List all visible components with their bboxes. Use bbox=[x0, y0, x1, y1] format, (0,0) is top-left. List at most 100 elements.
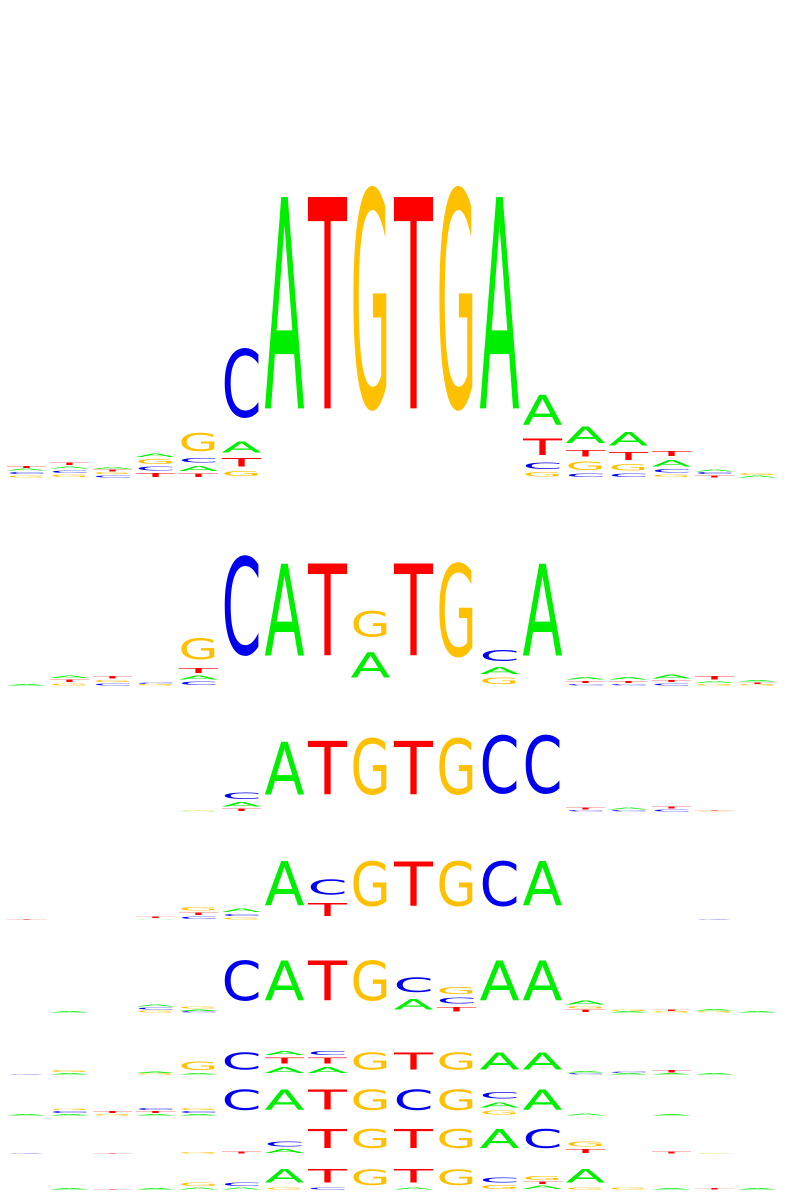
letter-g: G bbox=[351, 850, 391, 920]
letter-a: A bbox=[50, 466, 90, 469]
letter-g: G bbox=[351, 132, 391, 478]
letter-a: A bbox=[265, 1166, 305, 1188]
letter-t: T bbox=[651, 806, 692, 809]
letter-t: T bbox=[92, 675, 133, 679]
letter-a: A bbox=[265, 727, 305, 812]
letter-c: C bbox=[179, 681, 219, 686]
letter-a: A bbox=[738, 1012, 778, 1013]
letter-a: A bbox=[609, 1073, 649, 1075]
letter-c: C bbox=[695, 472, 735, 475]
letter-g: G bbox=[523, 1175, 563, 1181]
letter-g: G bbox=[351, 725, 391, 813]
letter-t: T bbox=[651, 1010, 692, 1012]
letter-c: C bbox=[480, 647, 520, 665]
letter-a: A bbox=[652, 1073, 692, 1075]
letter-t: T bbox=[393, 849, 434, 921]
letter-g: G bbox=[437, 850, 477, 920]
letter-c: C bbox=[566, 684, 606, 686]
letter-a: A bbox=[7, 1114, 47, 1116]
letter-a: A bbox=[308, 1065, 349, 1075]
letter-t: T bbox=[6, 919, 47, 920]
letter-g: G bbox=[609, 1010, 649, 1012]
letter-t: T bbox=[694, 1188, 735, 1190]
letter-a: A bbox=[265, 951, 305, 1014]
letter-g: G bbox=[179, 1006, 219, 1009]
letter-c: C bbox=[652, 809, 692, 812]
letter-t: T bbox=[49, 679, 90, 683]
letter-g: G bbox=[136, 684, 176, 686]
letter-c: C bbox=[566, 810, 606, 812]
letter-g: G bbox=[222, 917, 262, 920]
letter-g: G bbox=[437, 132, 477, 478]
letter-a: A bbox=[566, 423, 606, 449]
letter-g: G bbox=[437, 985, 477, 996]
letter-t: T bbox=[608, 450, 648, 462]
letter-a: A bbox=[652, 674, 693, 680]
letter-t: T bbox=[651, 679, 692, 682]
letter-g: G bbox=[437, 1084, 477, 1116]
letter-g: G bbox=[179, 1059, 219, 1072]
letter-a: A bbox=[523, 387, 564, 435]
letter-t: T bbox=[178, 473, 219, 478]
letter-g: G bbox=[566, 1187, 606, 1190]
letter-a: A bbox=[566, 1166, 606, 1188]
letter-c: C bbox=[609, 1071, 649, 1073]
letter-t: T bbox=[221, 808, 262, 812]
letter-a: A bbox=[265, 850, 305, 920]
letter-t: T bbox=[307, 900, 348, 920]
letter-g: G bbox=[179, 1152, 219, 1154]
letter-a: A bbox=[136, 453, 176, 458]
letter-g: G bbox=[351, 1049, 391, 1076]
letter-c: C bbox=[480, 1176, 520, 1184]
letter-a: A bbox=[50, 1012, 90, 1013]
letter-a: A bbox=[738, 1188, 778, 1190]
letter-t: T bbox=[651, 1070, 692, 1074]
letter-g: G bbox=[437, 1124, 477, 1154]
letter-t: T bbox=[264, 1056, 305, 1065]
letter-g: G bbox=[93, 679, 133, 682]
letter-c: C bbox=[222, 1182, 262, 1187]
letter-c: C bbox=[136, 683, 176, 685]
letter-g: G bbox=[695, 684, 735, 686]
letter-t: T bbox=[49, 461, 90, 465]
letter-g: G bbox=[50, 1108, 90, 1110]
letter-g: G bbox=[50, 683, 90, 686]
letter-t: T bbox=[393, 538, 433, 686]
letter-g: G bbox=[179, 633, 219, 666]
letter-a: A bbox=[523, 1185, 563, 1190]
letter-c: C bbox=[652, 683, 692, 686]
letter-a: A bbox=[480, 1124, 520, 1154]
letter-a: A bbox=[480, 1049, 521, 1075]
letter-c: C bbox=[308, 1050, 348, 1056]
letter-a: A bbox=[265, 1084, 305, 1116]
letter-c: C bbox=[222, 791, 262, 801]
letter-a: A bbox=[179, 464, 220, 473]
letter-a: A bbox=[265, 1065, 306, 1075]
letter-c: C bbox=[394, 974, 434, 997]
letter-t: T bbox=[307, 1056, 348, 1065]
letter-a: A bbox=[265, 540, 305, 686]
letter-a: A bbox=[695, 469, 735, 472]
letter-a: A bbox=[136, 919, 176, 920]
letter-a: A bbox=[179, 1187, 219, 1190]
letter-c: C bbox=[179, 1011, 219, 1013]
letter-a: A bbox=[179, 1073, 219, 1075]
letter-a: A bbox=[7, 468, 47, 471]
letter-g: G bbox=[695, 811, 735, 812]
letter-t: T bbox=[608, 680, 649, 683]
letter-a: A bbox=[50, 675, 90, 679]
letter-t: T bbox=[694, 675, 735, 680]
letter-a: A bbox=[50, 1114, 90, 1116]
letter-a: A bbox=[351, 646, 391, 687]
letter-g: G bbox=[351, 1165, 391, 1190]
letter-c: C bbox=[222, 532, 262, 687]
letter-c: C bbox=[136, 1007, 176, 1010]
letter-c: C bbox=[222, 1084, 262, 1117]
letter-t: T bbox=[307, 1166, 348, 1188]
letter-t: T bbox=[307, 729, 347, 813]
letter-t: T bbox=[522, 435, 563, 461]
